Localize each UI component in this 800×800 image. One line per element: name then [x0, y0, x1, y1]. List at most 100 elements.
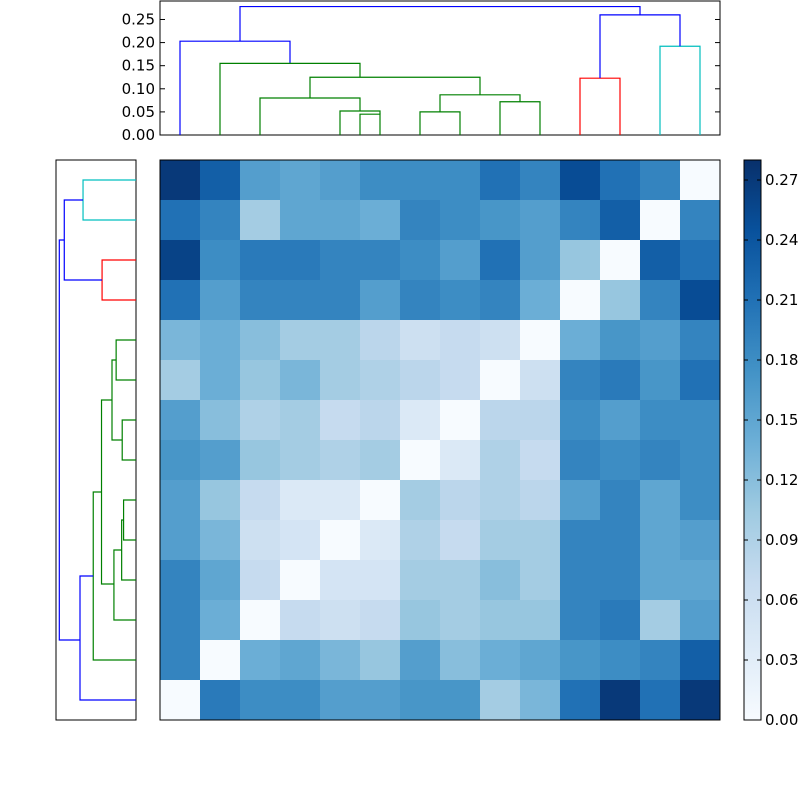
- heatmap-cell: [440, 480, 481, 521]
- heatmap-cell: [600, 160, 641, 201]
- top-dendrogram-tick-label: 0.25: [122, 10, 155, 28]
- heatmap-cell: [240, 160, 281, 201]
- heatmap-cell: [640, 560, 681, 601]
- heatmap-cell: [400, 560, 441, 601]
- colorbar-tick-label: 0.09: [765, 531, 798, 549]
- heatmap-cell: [600, 240, 641, 281]
- heatmap-cell: [240, 680, 281, 721]
- heatmap-cell: [600, 360, 641, 401]
- top-dendrogram-link: [599, 14, 681, 79]
- heatmap-cell: [600, 520, 641, 561]
- left-dendrogram-link: [121, 419, 136, 461]
- heatmap-cell: [280, 680, 321, 721]
- left-dendrogram-link: [113, 549, 136, 621]
- heatmap-cell: [600, 320, 641, 361]
- top-dendrogram-tick-label: 0.20: [122, 34, 155, 52]
- heatmap-cell: [680, 280, 721, 321]
- top-dendrogram-link: [439, 94, 521, 112]
- heatmap-cell: [440, 520, 481, 561]
- heatmap-cell: [680, 480, 721, 521]
- heatmap-cell: [400, 280, 441, 321]
- heatmap-cell: [640, 640, 681, 681]
- heatmap-cell: [640, 400, 681, 441]
- heatmap-cell: [200, 280, 241, 321]
- heatmap-cell: [600, 560, 641, 601]
- heatmap-cell: [200, 680, 241, 721]
- heatmap-cell: [480, 560, 521, 601]
- heatmap-cell: [680, 240, 721, 281]
- heatmap-cell: [560, 680, 601, 721]
- top-dendrogram-link: [239, 5, 641, 42]
- heatmap-cell: [560, 520, 601, 561]
- heatmap-cell: [480, 680, 521, 721]
- heatmap-cell: [640, 200, 681, 241]
- top-dendrogram-link: [259, 97, 361, 135]
- left-dendrogram-link: [79, 575, 136, 701]
- heatmap-cell: [600, 680, 641, 721]
- heatmap-cell: [520, 240, 561, 281]
- colorbar-tick-label: 0.03: [765, 651, 798, 669]
- heatmap-cell: [200, 480, 241, 521]
- heatmap-cell: [200, 440, 241, 481]
- heatmap-cell: [560, 560, 601, 601]
- heatmap-cell: [480, 200, 521, 241]
- heatmap-cell: [640, 440, 681, 481]
- colorbar-tick-label: 0.21: [765, 291, 798, 309]
- heatmap-cell: [560, 600, 601, 641]
- heatmap-cell: [400, 240, 441, 281]
- heatmap-cell: [160, 360, 201, 401]
- colorbar-tick-label: 0.27: [765, 171, 798, 189]
- heatmap-cell: [520, 280, 561, 321]
- colorbar-tick-label: 0.15: [765, 411, 798, 429]
- heatmap-cell: [440, 240, 481, 281]
- heatmap-cell: [440, 160, 481, 201]
- heatmap-cell: [480, 520, 521, 561]
- heatmap-cell: [320, 160, 361, 201]
- heatmap-cell: [240, 560, 281, 601]
- heatmap-cell: [600, 440, 641, 481]
- heatmap-cell: [560, 640, 601, 681]
- heatmap-cell: [520, 560, 561, 601]
- heatmap-cell: [280, 160, 321, 201]
- heatmap-cell: [520, 160, 561, 201]
- heatmap-cell: [480, 640, 521, 681]
- heatmap-cell: [360, 520, 401, 561]
- heatmap-cell: [440, 320, 481, 361]
- heatmap-cell: [480, 280, 521, 321]
- heatmap-cell: [280, 280, 321, 321]
- heatmap-cell: [320, 560, 361, 601]
- heatmap-cell: [520, 440, 561, 481]
- heatmap-cell: [320, 520, 361, 561]
- heatmap-cell: [440, 200, 481, 241]
- heatmap-cell: [200, 640, 241, 681]
- heatmap-cell: [400, 480, 441, 521]
- heatmap-cell: [600, 280, 641, 321]
- heatmap-cell: [640, 600, 681, 641]
- heatmap-cell: [200, 240, 241, 281]
- heatmap-cell: [320, 680, 361, 721]
- heatmap-cell: [240, 360, 281, 401]
- heatmap-cell: [560, 320, 601, 361]
- heatmap-cell: [320, 320, 361, 361]
- heatmap-cell: [200, 320, 241, 361]
- heatmap-cell: [360, 680, 401, 721]
- heatmap-cell: [440, 360, 481, 401]
- heatmap-cell: [360, 360, 401, 401]
- left-dendrogram-link: [92, 491, 136, 661]
- heatmap-cell: [640, 160, 681, 201]
- heatmap-cell: [280, 320, 321, 361]
- top-dendrogram-link: [179, 40, 291, 135]
- heatmap-cell: [320, 280, 361, 321]
- heatmap-cell: [680, 560, 721, 601]
- heatmap-cell: [200, 200, 241, 241]
- heatmap-cell: [520, 400, 561, 441]
- heatmap-cell: [640, 520, 681, 561]
- heatmap-cell: [440, 640, 481, 681]
- heatmap-cell: [560, 360, 601, 401]
- heatmap-cell: [560, 400, 601, 441]
- heatmap-cell: [160, 640, 201, 681]
- heatmap-cell: [160, 280, 201, 321]
- heatmap-cell: [320, 400, 361, 441]
- heatmap-cell: [240, 520, 281, 561]
- heatmap-cell: [680, 200, 721, 241]
